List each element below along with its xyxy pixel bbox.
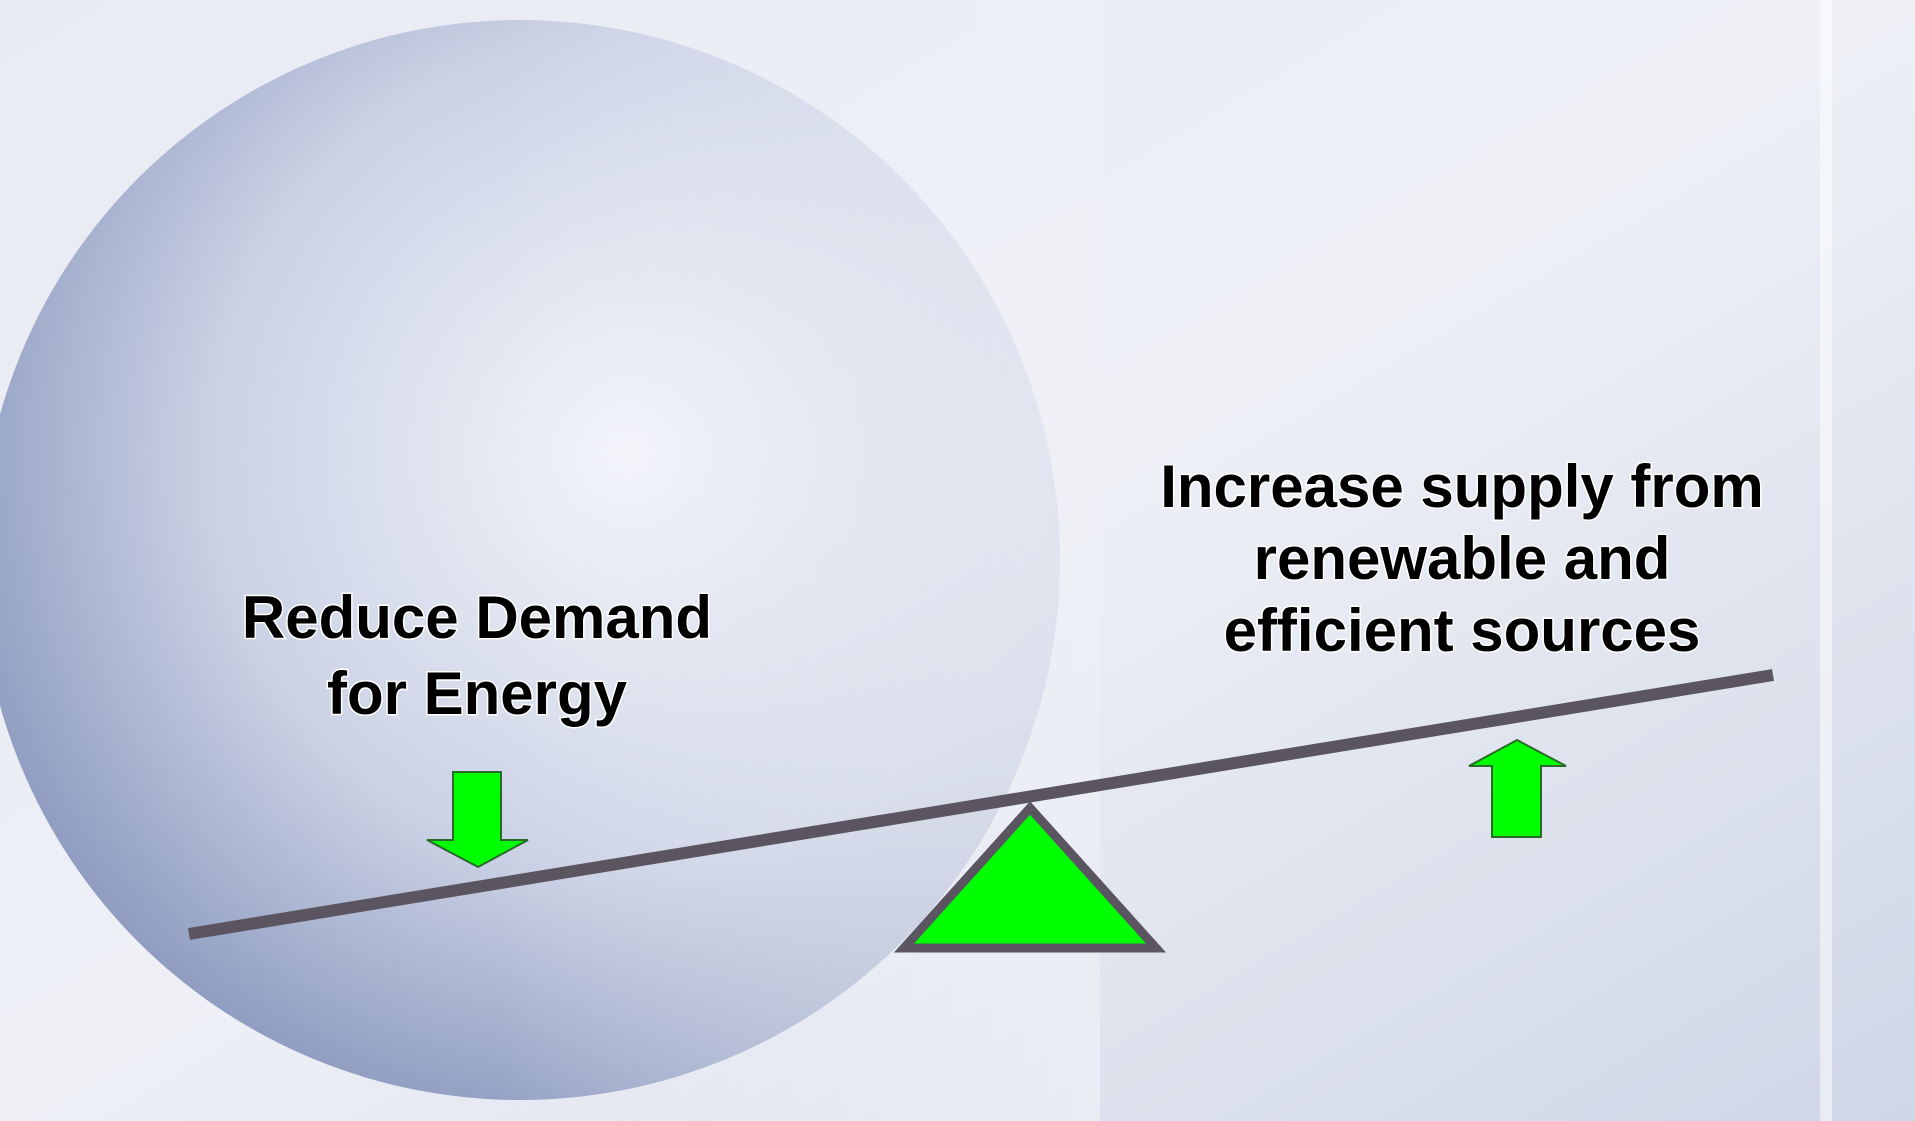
down-arrow [426,771,529,869]
up-arrow [1468,738,1567,838]
lever-beam [188,669,1774,940]
right-label-line: renewable and [1254,525,1671,592]
right-label-line: efficient sources [1224,597,1701,664]
globe-fade [500,0,1100,1121]
right-label-line: Increase supply from [1160,453,1764,520]
left-label-line: Reduce Demand [242,584,712,651]
fulcrum [893,801,1167,953]
left-label-line: for Energy [327,660,628,727]
light-streak [1820,0,1832,1121]
